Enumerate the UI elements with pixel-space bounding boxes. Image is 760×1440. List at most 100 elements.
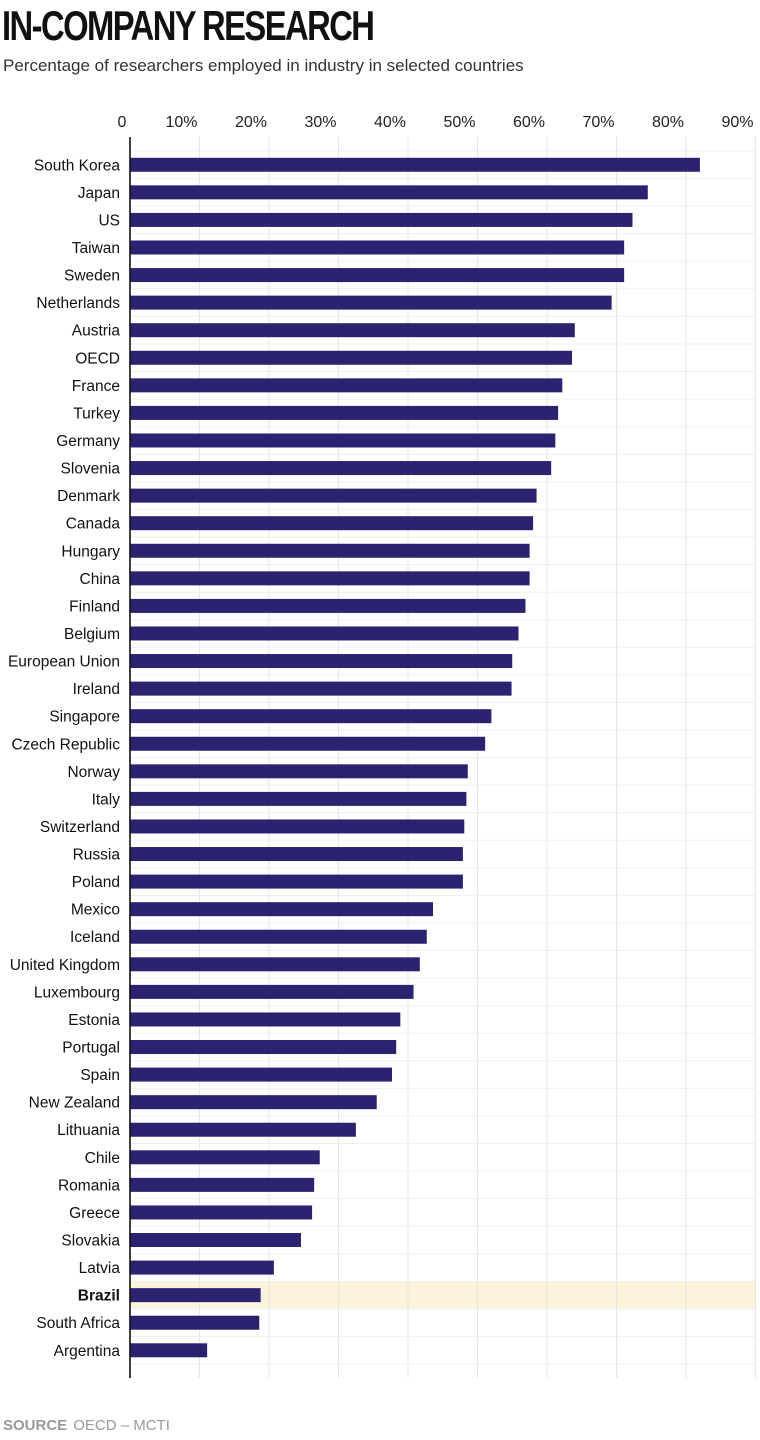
- category-label: Switzerland: [40, 819, 120, 836]
- bar: [130, 212, 633, 227]
- x-tick-label: 0: [118, 114, 127, 131]
- category-label: European Union: [8, 654, 120, 671]
- x-tick-label: 60%: [513, 114, 545, 131]
- bar: [130, 984, 414, 999]
- bar: [130, 1067, 393, 1082]
- source-note: SOURCE OECD – MCTI: [3, 1417, 170, 1434]
- x-tick-label: 10%: [165, 114, 197, 131]
- category-label: Poland: [72, 874, 120, 891]
- category-label: Mexico: [71, 902, 120, 919]
- bar: [130, 902, 434, 917]
- category-label: Slovenia: [61, 461, 121, 478]
- category-label: US: [98, 212, 120, 229]
- category-label: Czech Republic: [11, 736, 120, 753]
- category-label: Iceland: [70, 929, 120, 946]
- category-label: Brazil: [78, 1288, 120, 1305]
- bar: [130, 1288, 261, 1303]
- category-label: Russia: [73, 847, 121, 864]
- bar: [130, 268, 625, 283]
- bar: [130, 626, 519, 641]
- bar: [130, 929, 427, 944]
- x-tick-label: 20%: [235, 114, 267, 131]
- bar: [130, 323, 575, 338]
- bar: [130, 847, 463, 862]
- category-label: Hungary: [61, 543, 120, 560]
- bar: [130, 598, 526, 613]
- bar: [130, 1315, 260, 1330]
- bar: [130, 709, 492, 724]
- bar: [130, 295, 612, 310]
- category-label: South Africa: [36, 1315, 120, 1332]
- category-label: Romania: [58, 1177, 120, 1194]
- bar: [130, 1205, 313, 1220]
- category-label: South Korea: [34, 157, 121, 174]
- bar: [130, 736, 486, 751]
- x-tick-label: 80%: [652, 114, 684, 131]
- bar: [130, 185, 648, 200]
- category-label: Canada: [66, 516, 121, 533]
- category-label: Ireland: [73, 681, 120, 698]
- category-label: Finland: [69, 598, 120, 615]
- chart-subtitle: Percentage of researchers employed in in…: [3, 56, 524, 75]
- bar: [130, 791, 467, 806]
- bar: [130, 516, 534, 531]
- bar: [130, 1343, 208, 1358]
- category-label: Belgium: [64, 626, 120, 643]
- bar: [130, 1095, 377, 1110]
- bar: [130, 543, 530, 558]
- category-label: Taiwan: [72, 240, 120, 257]
- x-tick-label: 40%: [374, 114, 406, 131]
- bar: [130, 571, 530, 586]
- category-label: Sweden: [64, 268, 120, 285]
- category-label: Chile: [85, 1150, 120, 1167]
- category-label: Latvia: [79, 1260, 121, 1277]
- bar: [130, 405, 559, 420]
- category-label: Japan: [78, 185, 120, 202]
- chart-title: IN-COMPANY RESEARCH: [2, 2, 375, 49]
- category-label: Turkey: [73, 405, 120, 422]
- category-label: Austria: [72, 323, 121, 340]
- source-text: OECD – MCTI: [73, 1417, 170, 1434]
- bar: [130, 681, 512, 696]
- bar-chart: 0 10% 20% 30% 40% 50% 60% 70% 80% 90% South Korea…: [8, 114, 756, 1378]
- category-label: Germany: [56, 433, 120, 450]
- bar: [130, 874, 463, 889]
- category-label: France: [72, 378, 120, 395]
- category-label: Argentina: [54, 1343, 121, 1360]
- bar: [130, 378, 563, 393]
- bar: [130, 240, 625, 255]
- category-label: United Kingdom: [10, 957, 120, 974]
- bar: [130, 461, 552, 476]
- bar: [130, 1012, 401, 1027]
- bar: [130, 957, 420, 972]
- category-label: China: [80, 571, 121, 588]
- bar: [130, 1260, 274, 1275]
- bar: [130, 1177, 315, 1192]
- bar: [130, 1150, 320, 1165]
- x-tick-label: 90%: [721, 114, 753, 131]
- category-label: OECD: [75, 350, 120, 367]
- category-label: Spain: [80, 1067, 120, 1084]
- category-label: Italy: [92, 791, 121, 808]
- category-label: Denmark: [57, 488, 120, 505]
- bar: [130, 488, 537, 503]
- category-label: Greece: [69, 1205, 120, 1222]
- category-label: New Zealand: [29, 1095, 120, 1112]
- bar: [130, 350, 573, 365]
- category-label: Netherlands: [36, 295, 120, 312]
- category-label: Portugal: [62, 1040, 120, 1057]
- bar: [130, 654, 513, 669]
- category-label: Lithuania: [57, 1122, 120, 1139]
- bar: [130, 157, 700, 172]
- category-label: Estonia: [68, 1012, 120, 1029]
- bar: [130, 819, 465, 834]
- category-label: Slovakia: [61, 1233, 120, 1250]
- x-tick-label: 70%: [582, 114, 614, 131]
- x-tick-label: 30%: [304, 114, 336, 131]
- bar: [130, 1233, 301, 1248]
- x-tick-label: 50%: [443, 114, 475, 131]
- category-label: Singapore: [49, 709, 120, 726]
- category-label: Norway: [67, 764, 120, 781]
- source-label: SOURCE: [3, 1417, 68, 1434]
- bar: [130, 1040, 397, 1055]
